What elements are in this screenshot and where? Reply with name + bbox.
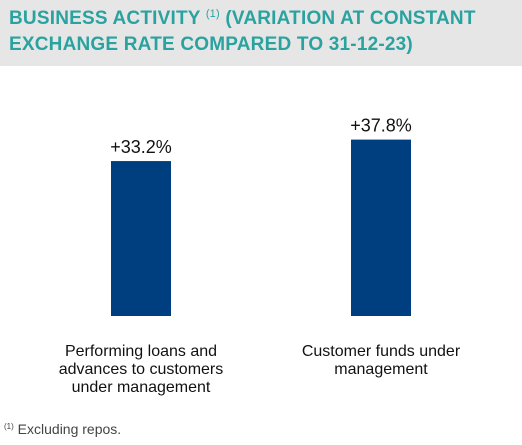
category-label-2-line-1: Customer funds under <box>302 343 461 360</box>
category-label-1-line-3: under management <box>72 379 211 396</box>
category-label-1-line-2: advances to customers <box>59 361 224 378</box>
value-label-1: +33.2% <box>110 137 172 157</box>
footnote-mark: (1) <box>4 422 14 431</box>
bar-2 <box>351 139 411 316</box>
category-label-1-line-1: Performing loans and <box>65 343 217 360</box>
footnote-text: Excluding repos. <box>17 421 122 437</box>
chart-title: BUSINESS ACTIVITY (1) (VARIATION AT CONS… <box>9 6 514 58</box>
title-banner: BUSINESS ACTIVITY (1) (VARIATION AT CONS… <box>0 0 522 66</box>
bar-1 <box>111 161 171 316</box>
chart-title-rest: (VARIATION AT CONSTANT EXCHANGE RATE COM… <box>9 8 476 55</box>
title-footnote-mark: (1) <box>205 8 220 20</box>
value-label-2: +37.8% <box>350 116 412 136</box>
category-label-2-line-2: management <box>334 361 428 378</box>
chart-title-main: BUSINESS ACTIVITY <box>9 8 201 29</box>
footnote: (1) Excluding repos. <box>4 421 121 437</box>
